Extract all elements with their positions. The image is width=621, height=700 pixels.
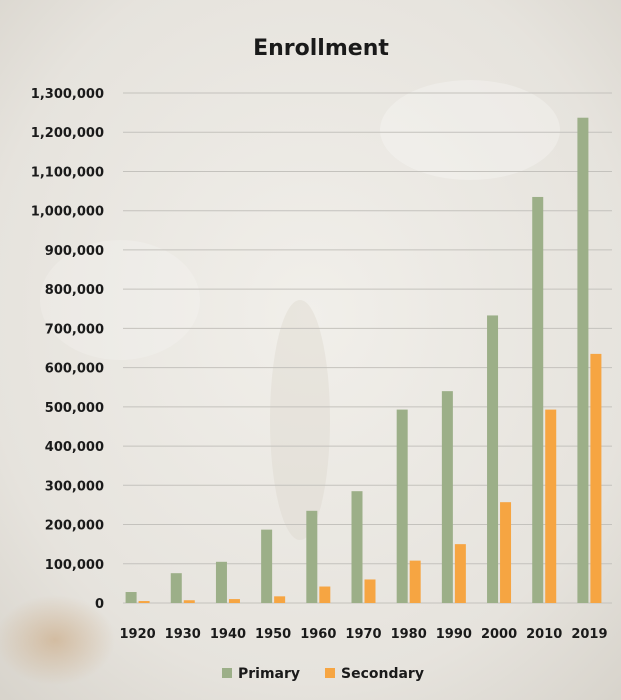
bars [125,117,602,603]
x-tick-label: 1990 [436,627,472,642]
bar-primary-2000 [487,315,499,603]
y-tick-label: 200,000 [45,519,104,534]
y-tick-label: 400,000 [45,440,104,455]
bar-secondary-2000 [500,502,512,603]
bar-secondary-1990 [454,544,466,603]
bar-secondary-1950 [274,596,286,603]
y-tick-label: 600,000 [45,362,104,377]
y-tick-label: 1,300,000 [31,87,104,102]
y-tick-label: 100,000 [45,558,104,573]
x-tick-label: 1980 [391,627,427,642]
bar-secondary-1960 [319,586,331,603]
legend-swatch-primary [222,668,232,678]
x-tick-label: 1920 [119,627,155,642]
x-tick-label: 1970 [345,627,381,642]
y-tick-label: 0 [95,597,104,612]
bar-primary-1980 [396,409,408,603]
x-tick-label: 2019 [571,627,607,642]
x-tick-label: 2010 [526,627,562,642]
legend-swatch-secondary [325,668,335,678]
x-tick-label: 1940 [210,627,246,642]
y-tick-label: 1,100,000 [31,165,104,180]
bar-primary-1960 [306,510,318,603]
y-tick-label: 700,000 [45,322,104,337]
bar-primary-2019 [577,117,589,603]
bar-primary-1970 [351,491,363,603]
bar-primary-2010 [532,196,544,603]
x-tick-label: 1950 [255,627,291,642]
y-tick-label: 900,000 [45,244,104,259]
y-tick-label: 1,200,000 [31,126,104,141]
bar-primary-1990 [441,391,453,603]
bar-secondary-1940 [228,599,240,603]
y-axis-ticks: 0 100,000 200,000 300,000 400,000 500,000 600,… [31,87,104,612]
bar-primary-1950 [261,529,273,603]
bar-secondary-1930 [183,600,195,603]
x-axis-ticks: 1920 1930 1940 1950 1960 1970 1980 1990 2000 2010… [119,627,607,642]
bar-secondary-2010 [545,409,557,603]
y-tick-label: 800,000 [45,283,104,298]
chart-title: Enrollment [253,36,389,61]
x-tick-label: 2000 [481,627,517,642]
x-tick-label: 1960 [300,627,336,642]
bar-secondary-2019 [590,353,602,603]
legend-label-secondary: Secondary [341,666,424,682]
bar-secondary-1920 [138,601,150,603]
bar-primary-1920 [125,592,137,603]
bar-secondary-1980 [409,560,421,603]
bar-primary-1930 [170,573,182,603]
x-tick-label: 1930 [165,627,201,642]
y-tick-label: 500,000 [45,401,104,416]
bar-secondary-1970 [364,579,376,603]
y-tick-label: 1,000,000 [31,205,104,220]
legend: Primary Secondary [222,666,424,682]
bar-primary-1940 [215,561,227,603]
legend-label-primary: Primary [238,666,300,682]
y-tick-label: 300,000 [45,479,104,494]
